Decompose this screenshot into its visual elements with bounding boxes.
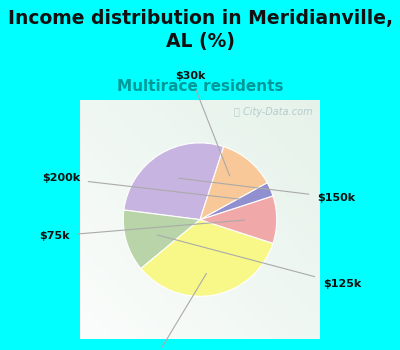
- Text: Multirace residents: Multirace residents: [117, 79, 283, 94]
- Text: $200k: $200k: [42, 173, 240, 199]
- Wedge shape: [200, 147, 267, 220]
- Wedge shape: [200, 183, 273, 220]
- Text: ⓘ City-Data.com: ⓘ City-Data.com: [234, 107, 313, 117]
- Text: $150k: $150k: [179, 178, 355, 203]
- Wedge shape: [124, 143, 224, 220]
- Wedge shape: [123, 210, 200, 268]
- Text: $60k: $60k: [139, 273, 206, 350]
- Text: $75k: $75k: [39, 220, 244, 241]
- Wedge shape: [141, 220, 273, 296]
- Wedge shape: [200, 196, 277, 243]
- Text: Income distribution in Meridianville,
AL (%): Income distribution in Meridianville, AL…: [8, 9, 392, 51]
- Text: $30k: $30k: [175, 71, 230, 176]
- Text: $125k: $125k: [158, 235, 361, 289]
